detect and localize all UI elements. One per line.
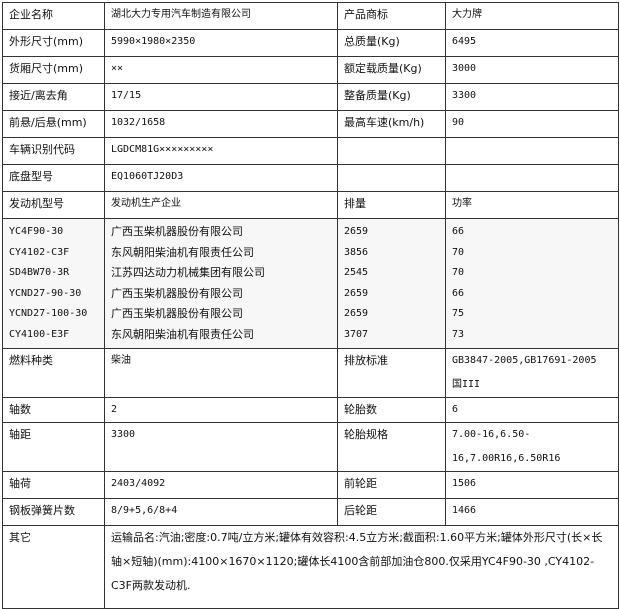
- table-cell: 货厢尺寸(mm): [2, 56, 105, 84]
- table-cell: 1466: [445, 498, 619, 526]
- table-row: 轴距 3300 轮胎规格 7.00-16,6.50-16,7.00R16,6.50R1…: [2, 422, 619, 472]
- table-cell: 90: [445, 110, 619, 138]
- table-cell: 3000: [445, 56, 619, 84]
- table-cell: 最高车速(km/h): [337, 110, 446, 138]
- engine-value: 广西玉柴机器股份有限公司: [111, 286, 243, 300]
- table-cell: 发动机型号: [2, 191, 105, 219]
- table-cell: 1032/1658: [104, 110, 338, 138]
- table-cell: 后轮距: [337, 498, 446, 526]
- table-cell: 大力牌: [445, 2, 619, 30]
- table-cell: 7.00-16,6.50-16,7.00R16,6.50R16: [445, 422, 619, 472]
- table-cell: 轴荷: [2, 471, 105, 499]
- engine-value: 75: [452, 308, 465, 319]
- engine-value: 2659: [344, 308, 369, 319]
- table-cell: 轮胎数: [337, 397, 446, 423]
- engine-value: 66: [452, 226, 465, 237]
- engine-value: 东风朝阳柴油机有限责任公司: [111, 245, 254, 259]
- engine-value: 3707: [344, 328, 369, 340]
- table-cell: 湖北大力专用汽车制造有限公司: [104, 2, 338, 30]
- table-cell: GB3847-2005,GB17691-2005 国III: [445, 348, 619, 398]
- table-cell: 外形尺寸(mm): [2, 29, 105, 57]
- table-cell: 功率: [445, 191, 619, 219]
- engine-value: 广西玉柴机器股份有限公司: [111, 225, 243, 238]
- table-cell: 其它: [2, 525, 105, 609]
- table-cell: 前轮距: [337, 471, 446, 499]
- table-row: 企业名称 湖北大力专用汽车制造有限公司 产品商标 大力牌: [2, 2, 619, 30]
- table-row: 底盘型号 EQ1060TJ20D3: [2, 164, 619, 192]
- table-cell: 总质量(Kg): [337, 29, 446, 57]
- table-cell: 3300: [104, 422, 338, 472]
- engine-value: 70: [452, 246, 465, 258]
- table-cell: 额定载质量(Kg): [337, 56, 446, 84]
- engine-list-row: YC4F90-30 CY4102-C3F SD4BW70-3R YCND27-90-3…: [2, 218, 619, 349]
- engine-value: 2659: [344, 226, 369, 237]
- table-row: 接近/离去角 17/15 整备质量(Kg) 3300: [2, 83, 619, 111]
- engine-column: 2659 3856 2545 2659 2659 3707: [337, 218, 446, 349]
- table-row: 前悬/后悬(mm) 1032/1658 最高车速(km/h) 90: [2, 110, 619, 138]
- table-cell: ××: [104, 56, 338, 84]
- table-cell: 运输品名:汽油;密度:0.7吨/立方米;罐体有效容积:4.5立方米;截面积:1.…: [104, 525, 619, 609]
- table-cell: 产品商标: [337, 2, 446, 30]
- table-cell: 6: [445, 397, 619, 423]
- engine-value: 东风朝阳柴油机有限责任公司: [111, 327, 254, 341]
- engine-value: 73: [452, 328, 465, 340]
- table-cell: 1506: [445, 471, 619, 499]
- engine-value: YC4F90-30: [9, 226, 64, 237]
- table-row: 燃料种类 柴油 排放标准 GB3847-2005,GB17691-2005 国III: [2, 348, 619, 398]
- table-row: 钢板弹簧片数 8/9+5,6/8+4 后轮距 1466: [2, 498, 619, 526]
- table-row: 轴荷 2403/4092 前轮距 1506: [2, 471, 619, 499]
- table-row: 货厢尺寸(mm) ×× 额定载质量(Kg) 3000: [2, 56, 619, 84]
- table-cell: EQ1060TJ20D3: [104, 164, 338, 192]
- table-cell: 燃料种类: [2, 348, 105, 398]
- engine-value: 江苏四达动力机械集团有限公司: [111, 266, 265, 279]
- table-cell: 前悬/后悬(mm): [2, 110, 105, 138]
- table-cell: 轴距: [2, 422, 105, 472]
- engine-value: 70: [452, 267, 465, 278]
- table-row: 轴数 2 轮胎数 6: [2, 397, 619, 423]
- table-cell: 轴数: [2, 397, 105, 423]
- table-cell: 5990×1980×2350: [104, 29, 338, 57]
- table-row: 发动机型号 发动机生产企业 排量 功率: [2, 191, 619, 219]
- table-cell: [337, 164, 446, 192]
- table-cell: 企业名称: [2, 2, 105, 30]
- engine-value: CY4102-C3F: [9, 246, 70, 258]
- engine-value: 广西玉柴机器股份有限公司: [111, 307, 243, 320]
- table-cell: 2: [104, 397, 338, 423]
- table-row: 外形尺寸(mm) 5990×1980×2350 总质量(Kg) 6495: [2, 29, 619, 57]
- table-cell: 轮胎规格: [337, 422, 446, 472]
- table-cell: 6495: [445, 29, 619, 57]
- table-cell: 8/9+5,6/8+4: [104, 498, 338, 526]
- engine-value: 66: [452, 287, 465, 299]
- table-cell: [337, 137, 446, 165]
- table-cell: 整备质量(Kg): [337, 83, 446, 111]
- engine-value: 3856: [344, 246, 369, 258]
- table-cell: 钢板弹簧片数: [2, 498, 105, 526]
- table-cell: 2403/4092: [104, 471, 338, 499]
- table-cell: 车辆识别代码: [2, 137, 105, 165]
- engine-value: 2545: [344, 267, 369, 278]
- table-cell: 柴油: [104, 348, 338, 398]
- engine-value: SD4BW70-3R: [9, 267, 70, 278]
- table-cell: 3300: [445, 83, 619, 111]
- table-cell: 接近/离去角: [2, 83, 105, 111]
- other-row: 其它 运输品名:汽油;密度:0.7吨/立方米;罐体有效容积:4.5立方米;截面积:…: [2, 525, 619, 609]
- engine-value: YCND27-100-30: [9, 308, 88, 319]
- engine-column: 广西玉柴机器股份有限公司 东风朝阳柴油机有限责任公司 江苏四达动力机械集团有限公司广…: [104, 218, 338, 349]
- table-cell: 排量: [337, 191, 446, 219]
- table-cell: [445, 164, 619, 192]
- engine-column: YC4F90-30 CY4102-C3F SD4BW70-3R YCND27-90-3…: [2, 218, 105, 349]
- table-cell: 发动机生产企业: [104, 191, 338, 219]
- table-cell: 底盘型号: [2, 164, 105, 192]
- engine-value: 2659: [344, 287, 369, 299]
- table-row: 车辆识别代码 LGDCM81G×××××××××: [2, 137, 619, 165]
- table-cell: 17/15: [104, 83, 338, 111]
- engine-value: CY4100-E3F: [9, 328, 70, 340]
- table-cell: LGDCM81G×××××××××: [104, 137, 338, 165]
- engine-column: 66 70 70 66 75 73: [445, 218, 619, 349]
- table-cell: 排放标准: [337, 348, 446, 398]
- table-cell: [445, 137, 619, 165]
- engine-value: YCND27-90-30: [9, 287, 82, 299]
